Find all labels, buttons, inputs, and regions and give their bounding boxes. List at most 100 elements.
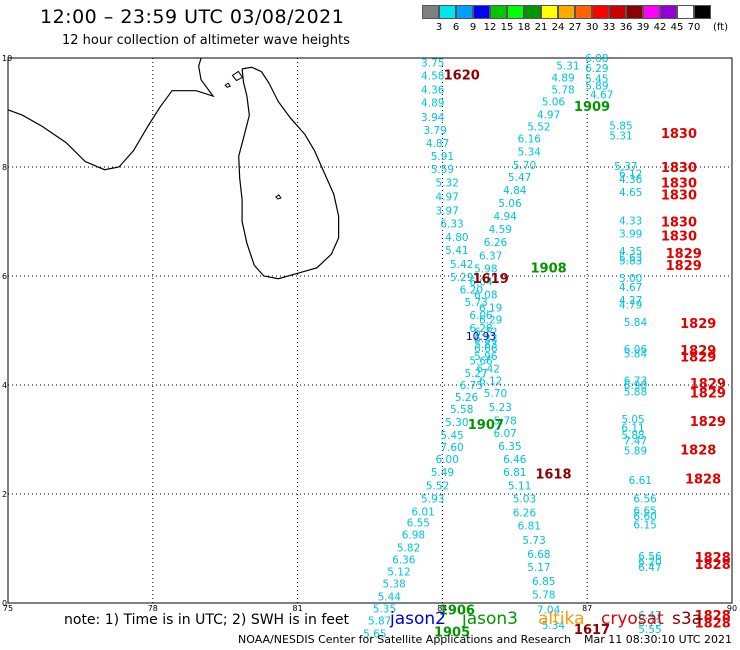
pass-time-label: 1617 bbox=[574, 623, 610, 638]
pass-time-label: 1829 bbox=[666, 259, 702, 274]
x-tick-label: 90 bbox=[727, 604, 737, 613]
scale-label: 30 bbox=[585, 22, 599, 33]
swh-value: 5.37 bbox=[614, 161, 637, 173]
legend-jason2: jason2 bbox=[390, 609, 446, 629]
swh-value: 6.33 bbox=[474, 334, 497, 346]
swh-value: 5.06 bbox=[542, 97, 566, 109]
swh-value: 5.78 bbox=[493, 415, 516, 427]
lake-outline bbox=[275, 194, 282, 200]
swh-value: 5.52 bbox=[527, 122, 550, 134]
pass-time-label: 1829 bbox=[690, 377, 726, 392]
scale-label: 24 bbox=[551, 22, 565, 33]
swh-value: 5.87 bbox=[368, 615, 391, 627]
swh-value: 5.29 bbox=[450, 272, 473, 284]
swh-value: 6.29 bbox=[479, 315, 502, 327]
swh-value: 5.45 bbox=[440, 430, 463, 442]
swh-value: 5.59 bbox=[431, 164, 454, 176]
swh-value: 5.78 bbox=[551, 85, 574, 97]
swh-value: 4.35 bbox=[619, 246, 642, 258]
swh-value: 6.28 bbox=[469, 323, 492, 335]
swh-value: 4.58 bbox=[421, 70, 444, 82]
swh-value: 5.26 bbox=[455, 392, 479, 404]
sri-lanka-coastline bbox=[238, 66, 340, 280]
scale-swatch bbox=[660, 5, 677, 19]
swh-value: 4.87 bbox=[426, 138, 449, 150]
pass-time-label: 1828 bbox=[695, 609, 731, 624]
swh-value: 4.97 bbox=[436, 191, 459, 203]
scale-label: 3 bbox=[435, 22, 443, 33]
swh-value: 4.67 bbox=[590, 90, 613, 102]
pass-time-label: 1829 bbox=[680, 351, 716, 366]
scale-label: 33 bbox=[602, 22, 616, 33]
y-tick-label: 8 bbox=[2, 163, 7, 172]
swh-value: 4.79 bbox=[619, 299, 642, 311]
pass-time-label: 1620 bbox=[444, 68, 480, 83]
swh-value: 4.36 bbox=[619, 174, 643, 186]
pass-time-label: 1905 bbox=[434, 625, 470, 640]
swh-value: 6.37 bbox=[479, 250, 502, 262]
y-tick-label: 10 bbox=[2, 54, 12, 63]
map-note: note: 1) Time is in UTC; 2) SWH is in fe… bbox=[64, 612, 350, 628]
swh-value: 6.73 bbox=[638, 618, 661, 630]
scale-label: 27 bbox=[568, 22, 582, 33]
scale-label: 6 bbox=[452, 22, 460, 33]
pass-time-label: 1829 bbox=[690, 387, 726, 402]
map-subtitle: 12 hour collection of altimeter wave hei… bbox=[62, 33, 350, 48]
pass-time-label: 1830 bbox=[661, 230, 697, 245]
swh-value: 6.72 bbox=[474, 327, 497, 339]
swh-value: 6.98 bbox=[402, 529, 425, 541]
swh-value: 6.75 bbox=[460, 380, 483, 392]
scale-swatch bbox=[507, 5, 524, 19]
scale-label: 36 bbox=[619, 22, 633, 33]
swh-value: 3.94 bbox=[421, 112, 445, 124]
swh-value: 6.01 bbox=[411, 506, 434, 518]
swh-value: 5.73 bbox=[522, 535, 545, 547]
swh-value: 5.93 bbox=[421, 493, 444, 505]
swh-value: 4.59 bbox=[489, 224, 512, 236]
x-tick-label: 84 bbox=[437, 604, 447, 613]
swh-value: 6.00 bbox=[436, 454, 459, 466]
scale-label: 12 bbox=[483, 22, 497, 33]
pass-time-label: 1829 bbox=[680, 317, 716, 332]
swh-value: 5.12 bbox=[387, 566, 410, 578]
scale-swatch bbox=[592, 5, 609, 19]
legend-cryosat: cryosat bbox=[601, 609, 664, 629]
x-tick-label: 81 bbox=[293, 604, 303, 613]
india-coastline bbox=[7, 57, 215, 171]
swh-value: 6.04 bbox=[469, 276, 493, 288]
swh-value: 5.00 bbox=[619, 273, 642, 285]
swh-value: 5.89 bbox=[585, 80, 608, 92]
swh-value: 4.89 bbox=[421, 98, 444, 110]
swh-value: 5.65 bbox=[363, 629, 386, 641]
swh-value: 6.07 bbox=[493, 428, 516, 440]
y-tick-label: 4 bbox=[2, 381, 7, 390]
legend-s3a: s3a bbox=[672, 609, 703, 629]
swh-value: 5.34 bbox=[518, 147, 542, 159]
swh-value: 6.68 bbox=[527, 549, 550, 561]
swh-value: 6.47 bbox=[638, 562, 661, 574]
swh-value: 6.81 bbox=[518, 521, 541, 533]
swh-value: 6.47 bbox=[638, 610, 661, 622]
footer-timestamp: Mar 11 08:30:10 UTC 2021 bbox=[584, 633, 732, 646]
swh-value: 4.94 bbox=[493, 211, 517, 223]
swh-value: 5.55 bbox=[638, 624, 661, 636]
swh-value: 5.84 bbox=[624, 317, 648, 329]
swh-value: 5.47 bbox=[508, 172, 531, 184]
swh-value: 5.73 bbox=[464, 297, 487, 309]
swh-value: 5.23 bbox=[489, 402, 512, 414]
swh-value: 6.33 bbox=[440, 219, 463, 231]
swh-value: 5.49 bbox=[431, 467, 454, 479]
swh-value: 5.27 bbox=[464, 368, 487, 380]
swh-value: 6.81 bbox=[503, 467, 526, 479]
island-outline bbox=[231, 70, 244, 82]
pass-time-label: 1829 bbox=[680, 344, 716, 359]
swh-value: 4.67 bbox=[619, 282, 642, 294]
swh-value: 5.17 bbox=[527, 562, 550, 574]
swh-value: 6.65 bbox=[633, 505, 656, 517]
swh-value: 3.99 bbox=[619, 228, 642, 240]
scale-swatch bbox=[490, 5, 507, 19]
swh-value: 4.84 bbox=[503, 185, 527, 197]
swh-value: 6.15 bbox=[633, 520, 656, 532]
swh-value: 5.41 bbox=[445, 245, 468, 257]
swh-value: 5.88 bbox=[624, 387, 647, 399]
